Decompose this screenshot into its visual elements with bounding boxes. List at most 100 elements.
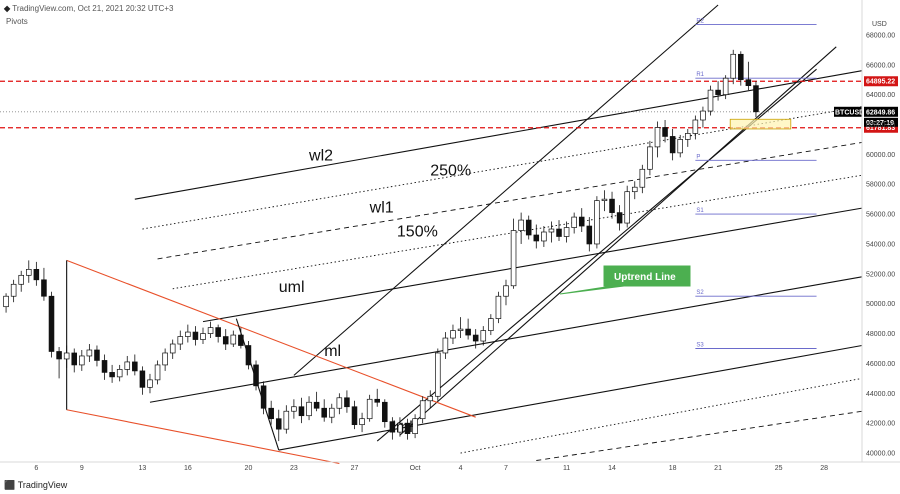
candle-body [10, 283, 17, 297]
candle-body [215, 327, 221, 337]
tradingview-logo-icon: ⬛ [4, 480, 18, 490]
candle-body [63, 352, 70, 360]
trendlines: R2 R1 P S1 S2 S3 [0, 4, 863, 465]
callout-text: Uptrend Line [614, 272, 676, 283]
candle-body [412, 418, 418, 434]
candle-body [685, 133, 691, 140]
candle-body [238, 334, 244, 346]
symbol-tag-text: BTCUSD [835, 109, 864, 116]
trendline-ml [149, 276, 863, 403]
y-tick-label: 66000.00 [866, 62, 895, 69]
candle-body [556, 228, 562, 237]
candle-body [192, 331, 199, 340]
candle-body [745, 79, 752, 87]
candle-body [124, 361, 131, 370]
candle-body [465, 328, 471, 336]
x-tick-label: 7 [504, 465, 508, 472]
candle-body [306, 401, 312, 417]
y-axis-unit: USD [872, 21, 887, 28]
candle-body [419, 400, 426, 420]
x-tick-label: 25 [775, 465, 783, 472]
trendline-channel-lower-2 [399, 46, 837, 436]
candle-body [700, 110, 706, 121]
countdown-tag [864, 117, 898, 127]
candle-body [351, 406, 358, 426]
candle-body [56, 351, 62, 360]
candle-body [730, 53, 737, 79]
candle-body [647, 146, 653, 170]
trendline-channel-upper [293, 4, 719, 376]
candle-body [480, 330, 487, 342]
candle-body [79, 355, 85, 366]
candle-body [503, 285, 509, 297]
x-tick-label: 23 [290, 465, 298, 472]
y-tick-label: 68000.00 [866, 32, 895, 39]
candle-body [609, 198, 615, 213]
candle-body [200, 333, 206, 340]
candle-body [578, 216, 585, 227]
candle-body [245, 345, 252, 366]
candle-body [389, 421, 396, 433]
candle-body [450, 330, 456, 339]
candle-body [571, 216, 577, 228]
annotation-250%: 250% [430, 162, 471, 179]
footer-brand: ⬛ TradingView [4, 480, 67, 491]
candle-body [488, 318, 494, 331]
y-tick-label: 44000.00 [866, 391, 895, 398]
candle-body [253, 364, 259, 387]
x-tick-label: 27 [351, 465, 359, 472]
x-tick-label: 16 [184, 465, 192, 472]
trendline-channel-lower [376, 68, 817, 442]
candle-body [586, 225, 593, 245]
y-tick-label: 50000.00 [866, 301, 895, 308]
x-tick-label: 14 [608, 465, 616, 472]
pivot-label-S3: S3 [696, 343, 704, 349]
candle-body [132, 361, 138, 372]
trendline-150-dashed [157, 141, 863, 260]
x-tick-label: 13 [139, 465, 147, 472]
last-price-tag [864, 106, 898, 117]
study-label: Pivots [6, 17, 28, 26]
candle-body [753, 85, 759, 113]
candle-body [313, 401, 320, 409]
candle-body [639, 168, 646, 188]
price-tag-text-support: 61781.83 [866, 125, 895, 132]
candles [3, 49, 759, 442]
candle-body [185, 331, 191, 337]
candle-body [268, 407, 274, 420]
x-tick-label: 9 [80, 465, 84, 472]
candle-body [336, 397, 343, 409]
candle-body [169, 343, 176, 354]
trendline-wedge-lower [66, 409, 340, 465]
candle-body [722, 77, 729, 95]
y-tick-label: 42000.00 [866, 421, 895, 428]
annotation-uml: uml [279, 279, 305, 296]
pivot-label-R1: R1 [696, 72, 704, 78]
pivot-label-S1: S1 [696, 208, 704, 214]
price-tag-resistance [864, 76, 898, 87]
y-tick-label: 56000.00 [866, 212, 895, 219]
annotation-lml: lml [392, 419, 412, 436]
candle-body [94, 349, 100, 361]
price-tag-support [864, 122, 898, 133]
candle-body [738, 53, 744, 81]
x-tick-label: 21 [714, 465, 722, 472]
trendline-lower-dotted [460, 377, 863, 454]
candle-body [435, 352, 441, 397]
trendline-wedge-upper [66, 259, 476, 418]
symbol-tag [834, 106, 862, 117]
candle-body [3, 295, 9, 308]
candle-body [230, 334, 237, 345]
y-tick-label: 60000.00 [866, 152, 895, 159]
y-tick-label: 48000.00 [866, 331, 895, 338]
candle-body [374, 398, 380, 403]
candle-body [518, 219, 524, 231]
candle-body [669, 136, 676, 154]
candle-body [404, 422, 411, 434]
candle-body [116, 369, 123, 378]
annotation-wl1: wl1 [369, 200, 394, 217]
y-tick-label: 52000.00 [866, 271, 895, 278]
candle-body [101, 360, 108, 373]
